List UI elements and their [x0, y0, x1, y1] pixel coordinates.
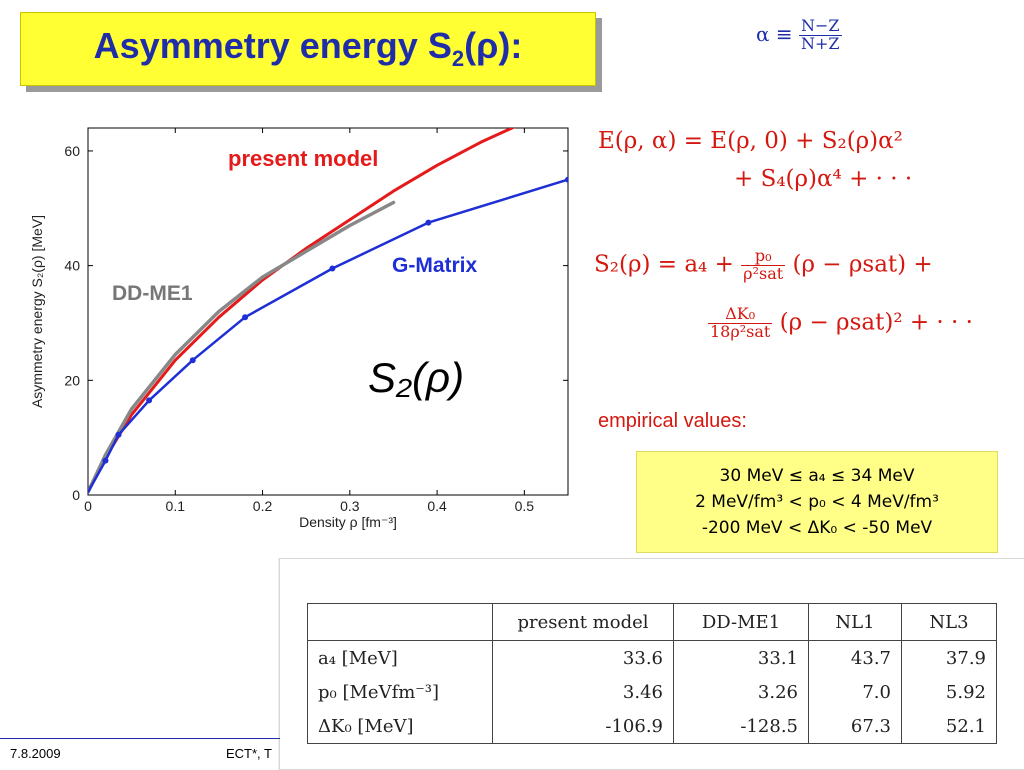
- cell: 33.1: [673, 640, 809, 675]
- energy-expansion-line1: E(ρ, α) = E(ρ, 0) + S₂(ρ)α²: [598, 128, 903, 154]
- x-tick-label: 0.3: [340, 498, 360, 514]
- x-tick-label: 0.4: [427, 498, 447, 514]
- table-header-dd-me1: DD-ME1: [673, 603, 809, 641]
- series-point: [242, 314, 249, 321]
- y-tick-label: 60: [64, 143, 80, 159]
- footer-divider: [0, 738, 280, 739]
- empirical-a4: 30 MeV ≤ a₄ ≤ 34 MeV: [719, 466, 915, 486]
- table-row: p₀ [MeVfm⁻³] 3.46 3.26 7.0 5.92: [307, 675, 997, 709]
- x-tick-label: 0.2: [253, 498, 273, 514]
- cell: 7.0: [808, 675, 902, 709]
- table-header-row: present model DD-ME1 NL1 NL3: [307, 603, 997, 641]
- parameter-table: present model DD-ME1 NL1 NL3 a₄ [MeV] 33…: [307, 603, 997, 744]
- table-row: a₄ [MeV] 33.6 33.1 43.7 37.9: [307, 640, 997, 675]
- energy-expansion-line2: + S₄(ρ)α⁴ + · · ·: [734, 166, 913, 192]
- empirical-p0: 2 MeV/fm³ < p₀ < 4 MeV/fm³: [695, 492, 939, 512]
- label-dd-me1: DD-ME1: [112, 282, 193, 305]
- row-label-a4: a₄ [MeV]: [307, 640, 493, 675]
- empirical-values-label: empirical values:: [598, 410, 747, 432]
- row-label-p0: p₀ [MeVfm⁻³]: [307, 675, 493, 709]
- asymmetry-energy-chart: 0 0.1 0.2 0.3 0.4 0.5 0 20 40 60 Density ρ [fm⁻³] A…: [29, 127, 569, 530]
- table-header-empty: [307, 603, 493, 641]
- slide-title: Asymmetry energy S2(ρ):: [93, 25, 523, 72]
- alpha-definition: α ≡ N−Z N+Z: [756, 16, 842, 53]
- label-g-matrix: G-Matrix: [392, 254, 478, 277]
- series-point: [329, 265, 336, 272]
- series-line-g-matrix: [88, 178, 568, 494]
- series-line-present-model: [88, 128, 516, 494]
- series-point: [146, 397, 153, 404]
- plot-frame: [87, 127, 569, 496]
- empirical-values-box: 30 MeV ≤ a₄ ≤ 34 MeV 2 MeV/fm³ < p₀ < 4 …: [636, 451, 998, 553]
- cell: 3.46: [492, 675, 674, 709]
- series-line-dd-me1: [88, 200, 396, 494]
- cell: 67.3: [808, 709, 902, 744]
- footer-organization: ECT*, T: [226, 746, 272, 761]
- series-point: [115, 431, 122, 438]
- y-tick-label: 0: [72, 487, 80, 503]
- table-row: ΔK₀ [MeV] -106.9 -128.5 67.3 52.1: [307, 709, 997, 744]
- cell: -128.5: [673, 709, 809, 744]
- table-header-nl1: NL1: [808, 603, 902, 641]
- table-header-present-model: present model: [492, 603, 674, 641]
- y-axis-label: Asymmetry energy S₂(ρ) [MeV]: [29, 215, 45, 408]
- slide-title-box: Asymmetry energy S2(ρ):: [20, 12, 596, 86]
- cell: 52.1: [901, 709, 997, 744]
- cell: 3.26: [673, 675, 809, 709]
- s2-expansion-line2: ΔK₀ 18ρ²sat (ρ − ρsat)² + · · ·: [708, 304, 973, 341]
- x-tick-label: 0.5: [515, 498, 535, 514]
- label-present-model: present model: [228, 146, 378, 171]
- cell: -106.9: [492, 709, 674, 744]
- table-header-nl3: NL3: [901, 603, 997, 641]
- row-label-k0: ΔK₀ [MeV]: [307, 709, 493, 744]
- empirical-k0: -200 MeV < ΔK₀ < -50 MeV: [701, 518, 933, 538]
- cell: 5.92: [901, 675, 997, 709]
- cell: 33.6: [492, 640, 674, 675]
- footer-date: 7.8.2009: [10, 746, 61, 761]
- x-tick-label: 0.1: [166, 498, 186, 514]
- chart-annotation: S₂(ρ): [368, 354, 464, 401]
- series-point: [425, 219, 432, 226]
- series-point: [189, 357, 196, 364]
- y-tick-label: 20: [64, 372, 80, 388]
- parameter-table-panel: present model DD-ME1 NL1 NL3 a₄ [MeV] 33…: [279, 558, 1024, 770]
- s2-expansion-line1: S₂(ρ) = a₄ + p₀ ρ²sat (ρ − ρsat) +: [594, 246, 933, 283]
- cell: 43.7: [808, 640, 902, 675]
- series-point: [102, 457, 109, 464]
- x-tick-label: 0: [84, 498, 92, 514]
- x-axis-label: Density ρ [fm⁻³]: [299, 514, 397, 530]
- cell: 37.9: [901, 640, 997, 675]
- y-tick-label: 40: [64, 258, 80, 274]
- series-point: [565, 176, 568, 183]
